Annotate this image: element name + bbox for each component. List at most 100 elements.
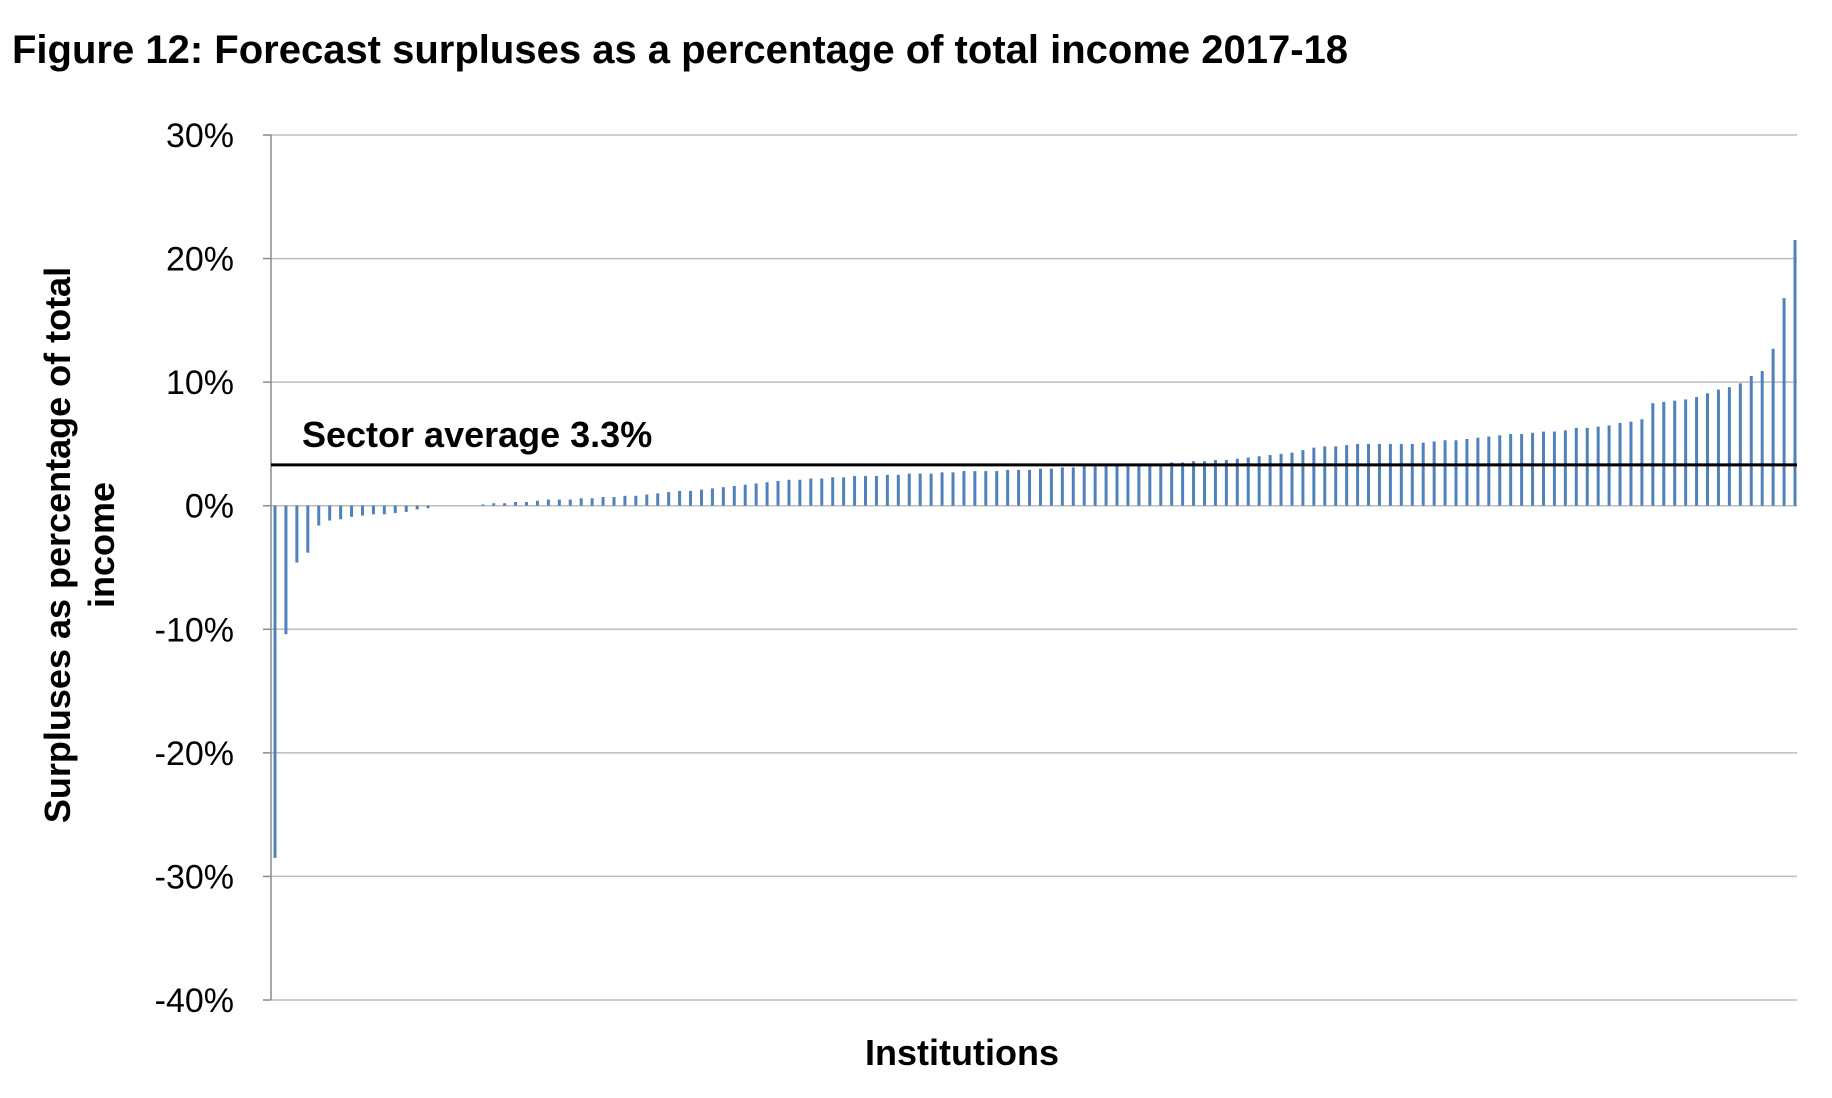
bar (1203, 461, 1206, 506)
y-tick-label: -30% (155, 858, 234, 896)
bar (328, 505, 332, 521)
bar (371, 505, 375, 515)
bar (525, 502, 529, 506)
bar (689, 490, 693, 506)
bar (426, 505, 430, 509)
bar (1498, 435, 1502, 506)
bar (1432, 441, 1436, 506)
bar (1651, 403, 1655, 506)
bar (732, 485, 736, 506)
bar (557, 499, 561, 506)
bar (699, 489, 703, 506)
y-tick-label: -10% (155, 611, 234, 649)
bar (1082, 466, 1086, 506)
bar (1673, 400, 1677, 506)
bar (743, 484, 747, 506)
bar (393, 505, 397, 514)
bar (918, 473, 922, 506)
bar (1574, 427, 1578, 506)
bar (787, 479, 791, 506)
x-axis-title: Institutions (865, 1032, 1059, 1073)
bar (951, 472, 955, 506)
bar (896, 474, 900, 506)
bar (1049, 468, 1053, 506)
bar (1071, 467, 1075, 506)
bar (1038, 468, 1042, 506)
bar (1017, 469, 1021, 506)
bar (1520, 434, 1524, 506)
bar (1749, 375, 1753, 506)
bar (973, 471, 977, 506)
bar (382, 505, 386, 515)
bar (415, 505, 419, 510)
bar (1345, 445, 1349, 506)
bars (273, 240, 1797, 858)
bar (678, 490, 682, 506)
bar (1465, 438, 1469, 506)
bar (1334, 446, 1338, 506)
bar (1323, 446, 1327, 506)
bar (350, 505, 354, 517)
y-tick-label: -40% (155, 982, 234, 1020)
bar (306, 505, 310, 553)
bar (1301, 450, 1305, 506)
bar (1443, 440, 1447, 506)
bar (1695, 396, 1699, 506)
y-axis-title-line: income (81, 482, 122, 608)
bar (1028, 469, 1032, 506)
bar (404, 505, 408, 512)
bar (579, 498, 583, 506)
y-tick-label: 20% (166, 241, 234, 279)
bar (1771, 348, 1775, 506)
bar (721, 487, 725, 506)
bar (503, 503, 507, 506)
bar (1170, 462, 1174, 506)
y-tick-label: 30% (166, 117, 234, 155)
bar (590, 498, 594, 506)
bar (798, 479, 802, 506)
bar (339, 505, 343, 520)
bar (1192, 461, 1196, 506)
y-axis-title-line: Surpluses as percentage of total (37, 267, 78, 823)
bar (1213, 459, 1217, 506)
bar (1793, 240, 1797, 506)
bar (634, 495, 638, 506)
bar (360, 505, 364, 516)
bar (1476, 437, 1480, 506)
bar (1312, 447, 1316, 506)
bar (1060, 467, 1064, 506)
bar (273, 505, 277, 858)
bar (1246, 457, 1250, 506)
bar (809, 478, 813, 506)
bar (1552, 431, 1556, 506)
bar (295, 505, 299, 563)
bar (546, 499, 550, 506)
bar (492, 503, 496, 506)
bar (1531, 432, 1535, 506)
bar (940, 472, 944, 506)
bar (1782, 298, 1786, 506)
bar (1684, 399, 1688, 506)
bar (853, 476, 857, 506)
bar (1563, 430, 1567, 506)
bar (656, 493, 660, 506)
bar (765, 482, 769, 506)
bar (885, 474, 889, 506)
bar (984, 471, 988, 506)
bar (1006, 469, 1010, 506)
bar (623, 495, 627, 506)
bar (907, 473, 911, 506)
bar (962, 471, 966, 506)
bar (645, 494, 649, 506)
bar (710, 488, 714, 506)
y-tick-label: 10% (166, 364, 234, 402)
bar (1662, 401, 1666, 506)
bar (1126, 464, 1130, 506)
bar (929, 473, 933, 506)
bar (1727, 387, 1731, 506)
bar (1257, 456, 1261, 506)
bar (1115, 464, 1119, 506)
bar (1706, 393, 1710, 506)
bar (1454, 440, 1458, 506)
bar (1640, 419, 1644, 506)
